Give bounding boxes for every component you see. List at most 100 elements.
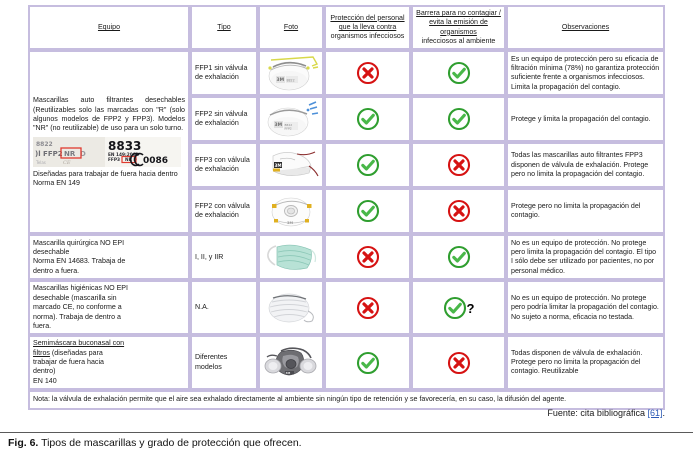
cell-foto-surgical [258, 234, 324, 281]
cell-proteccion-hygienic [324, 280, 411, 336]
svg-text:8822: 8822 [287, 79, 295, 83]
equipo-paragraph-2-line2: Norma EN 149 [33, 179, 80, 188]
table-row-ffp2-novalve: FFP2 sin válvula de exhalación 3M 8822 F… [28, 96, 665, 143]
surgical-mask-photo [267, 245, 317, 271]
svg-text:CE: CE [63, 160, 71, 166]
equipo-hygienic-line2: desechable (mascarilla sin [33, 293, 117, 302]
svg-text:3M: 3M [275, 163, 282, 168]
cell-foto-halfmask: 3M [258, 335, 324, 391]
cell-observaciones-ffp2-novalve: Protege y limita la propagación del cont… [506, 96, 665, 143]
equipo-surgical-line2: desechable [33, 248, 70, 257]
column-header-equipo: Equipo [28, 5, 190, 51]
half-face-respirator-photo: 3M [264, 347, 317, 375]
table-row-hygienic: Mascarillas higiénicas NO EPI desechable… [28, 280, 665, 336]
masks-table-container: Equipo Tipo Foto Protección del personal… [28, 5, 665, 411]
equipo-surgical-line3: Norma EN 14683. Trabaja de [33, 257, 126, 266]
table-header: Equipo Tipo Foto Protección del personal… [28, 5, 665, 51]
header-row: Equipo Tipo Foto Protección del personal… [28, 5, 665, 51]
cell-tipo-halfmask: Diferentes modelos [190, 335, 258, 391]
ffp3-valve-mask-photo: 3M [272, 151, 319, 177]
equipo-hygienic-line5: fuera. [33, 321, 52, 330]
cell-equipo-autofiltrantes: Mascarillas auto filtrantes desechables … [28, 50, 190, 235]
source-reference-link[interactable]: [61] [647, 408, 663, 418]
svg-text:0086: 0086 [143, 156, 168, 166]
check-icon [356, 199, 380, 223]
check-icon [447, 107, 471, 131]
equipo-halfmask-rest2: trabajar de fuera hacia [33, 357, 104, 366]
equipo-hygienic-line1: Mascarillas higiénicas NO EPI [33, 284, 129, 293]
ffp-mask-certification-label-photo: 8822 )l FFP2 NR D Telas CE 8833 EN 149:2… [33, 136, 181, 167]
svg-text:8822: 8822 [36, 141, 53, 148]
column-header-observaciones: Observaciones [506, 5, 665, 51]
svg-text:Telas: Telas [35, 160, 46, 165]
source-line: Fuente: cita bibliográfica [61]. [547, 408, 665, 418]
column-header-tipo: Tipo [190, 5, 258, 51]
masks-comparison-table: Equipo Tipo Foto Protección del personal… [28, 5, 665, 411]
ffp2-valve-mask-photo: 3M [271, 198, 312, 227]
svg-text:8822: 8822 [285, 123, 293, 127]
question-mark-icon: ? [466, 301, 475, 317]
cell-observaciones-hygienic: No es un equipo de protección. No proteg… [506, 280, 665, 336]
figure-label: Fig. 6. [8, 437, 39, 449]
svg-text:NR: NR [64, 150, 76, 158]
table-row-ffp1: Mascarillas auto filtrantes desechables … [28, 50, 665, 235]
cell-proteccion-ffp1 [324, 50, 411, 97]
cell-proteccion-ffp2-valve [324, 188, 411, 235]
ffp1-cup-mask-photo: 3M 8822 [268, 56, 319, 91]
svg-text:FFP3: FFP3 [108, 157, 120, 163]
svg-text:)l FFP2: )l FFP2 [35, 150, 63, 158]
source-prefix: Fuente: cita bibliográfica [547, 408, 648, 418]
cross-icon [356, 245, 380, 269]
cell-barrera-ffp2-valve [411, 188, 506, 235]
equipo-halfmask-rest1: (diseñadas para [49, 348, 103, 357]
cell-observaciones-ffp1: Es un equipo de protección pero su efica… [506, 50, 665, 97]
figure-caption: Fig. 6. Tipos de mascarillas y grado de … [8, 437, 302, 449]
cell-tipo-ffp2-valve: FFP2 con válvula de exhalación [190, 188, 258, 235]
svg-text:8833: 8833 [108, 139, 141, 153]
cell-equipo-surgical: Mascarilla quirúrgica NO EPI desechable … [28, 234, 190, 281]
cell-tipo-ffp1: FFP1 sin válvula de exhalación [190, 50, 258, 97]
table-body: Mascarillas auto filtrantes desechables … [28, 50, 665, 411]
svg-text:D: D [80, 150, 86, 158]
hygienic-mask-photo [268, 293, 314, 323]
cell-observaciones-surgical: No es un equipo de protección. No proteg… [506, 234, 665, 281]
cell-barrera-hygienic: ? [411, 280, 506, 336]
column-header-foto: Foto [258, 5, 324, 51]
cross-icon [447, 153, 471, 177]
table-row-surgical: Mascarilla quirúrgica NO EPI desechable … [28, 234, 665, 281]
cell-foto-ffp1: 3M 8822 [258, 50, 324, 97]
ffp2-cup-mask-photo: 3M 8822 FFP2 [267, 101, 319, 137]
figure-caption-text: Tipos de mascarillas y grado de protecci… [41, 437, 302, 449]
equipo-surgical-line4: dentro a fuera. [33, 266, 80, 275]
table-row-ffp3-valve: FFP3 con válvula de exhalación 3M [28, 142, 665, 189]
table-note: Nota: la válvula de exhalación permite q… [28, 390, 665, 411]
cell-barrera-ffp3-valve [411, 142, 506, 189]
equipo-halfmask-norm: EN 140 [33, 376, 57, 385]
cell-tipo-ffp3-valve: FFP3 con válvula de exhalación [190, 142, 258, 189]
cell-proteccion-ffp3-valve [324, 142, 411, 189]
equipo-halfmask-underline1: Semimáscara buconasal con [33, 339, 125, 348]
table-note-row: Nota: la válvula de exhalación permite q… [28, 390, 665, 411]
equipo-surgical-line1: Mascarilla quirúrgica NO EPI [33, 238, 125, 247]
svg-text:FFP2: FFP2 [285, 127, 292, 131]
cell-observaciones-ffp3-valve: Todas las mascarillas auto filtrantes FP… [506, 142, 665, 189]
table-row-ffp2-valve: FFP2 con válvula de exhalación 3M [28, 188, 665, 235]
cell-tipo-hygienic: N.A. [190, 280, 258, 336]
column-header-barrera-emision: Barrera para no contagiar / evita la emi… [411, 5, 506, 51]
check-icon [356, 351, 380, 375]
cell-equipo-hygienic: Mascarillas higiénicas NO EPI desechable… [28, 280, 190, 336]
source-suffix: . [662, 408, 665, 418]
check-icon [356, 153, 380, 177]
cell-proteccion-halfmask [324, 335, 411, 391]
equipo-halfmask-underline2: filtros [33, 348, 50, 357]
svg-text:3M: 3M [287, 221, 294, 225]
table-row-halfmask: Semimáscara buconasal con filtros (diseñ… [28, 335, 665, 391]
svg-text:3M: 3M [275, 123, 283, 129]
cell-observaciones-halfmask: Todas disponen de válvula de exhalación.… [506, 335, 665, 391]
cell-barrera-surgical [411, 234, 506, 281]
cell-observaciones-ffp2-valve: Protege pero no limita la propagación de… [506, 188, 665, 235]
cell-barrera-ffp2-novalve [411, 96, 506, 143]
equipo-halfmask-rest3: dentro) [33, 367, 56, 376]
check-icon [447, 245, 471, 269]
